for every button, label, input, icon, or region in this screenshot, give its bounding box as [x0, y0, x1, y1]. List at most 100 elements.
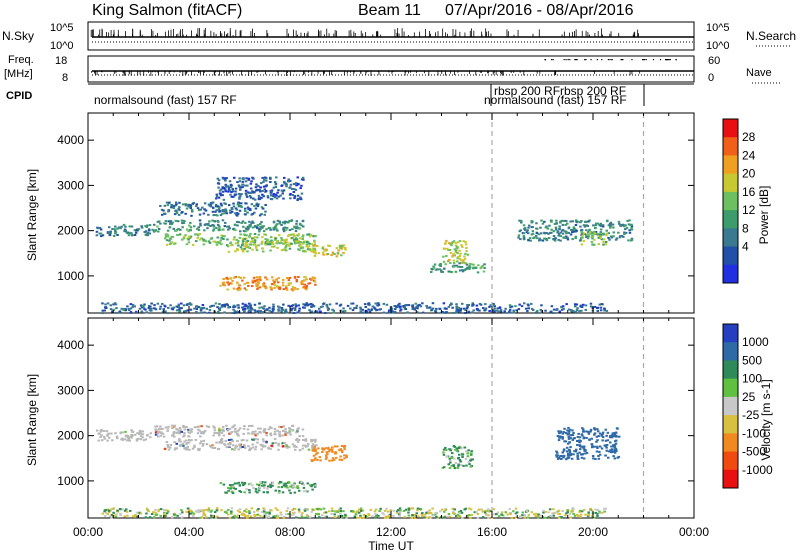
x-tick-label: 16:00	[477, 525, 507, 539]
range-cell	[272, 221, 276, 224]
range-cell	[262, 440, 265, 443]
range-cell	[181, 442, 185, 445]
range-cell	[279, 241, 283, 244]
range-cell	[183, 428, 186, 431]
range-cell	[602, 238, 606, 241]
range-cell	[138, 430, 142, 433]
range-cell	[445, 239, 448, 242]
range-cell	[458, 269, 462, 272]
range-cell	[198, 511, 201, 514]
range-cell	[609, 222, 613, 225]
range-cell	[483, 509, 487, 512]
range-cell	[565, 220, 568, 222]
range-cell	[284, 183, 288, 186]
range-cell	[263, 176, 267, 179]
range-cell	[207, 240, 211, 243]
range-cell	[597, 233, 600, 236]
range-cell	[215, 509, 219, 512]
range-cell	[162, 222, 166, 225]
range-cell	[488, 305, 491, 308]
range-cell	[317, 447, 320, 450]
range-cell	[99, 232, 103, 235]
range-cell	[161, 428, 164, 430]
range-cell	[227, 306, 230, 309]
range-cell	[443, 267, 446, 270]
range-cell	[331, 308, 334, 311]
range-cell	[164, 310, 167, 313]
range-cell	[587, 235, 590, 238]
range-cell	[239, 188, 242, 191]
range-cell	[226, 288, 229, 291]
range-cell	[585, 451, 589, 454]
range-cell	[464, 309, 467, 311]
range-cell	[593, 232, 597, 235]
range-cell	[593, 445, 596, 448]
range-cell	[283, 239, 286, 242]
range-cell	[580, 230, 583, 233]
range-cell	[439, 510, 442, 513]
range-cell	[547, 232, 550, 235]
range-cell	[456, 241, 460, 244]
range-cell	[165, 509, 169, 512]
range-cell	[563, 219, 566, 222]
nave-point	[551, 59, 553, 61]
colorbar-segment	[723, 119, 738, 138]
range-cell	[612, 226, 615, 229]
range-cell	[257, 185, 260, 188]
range-cell	[177, 208, 180, 210]
range-cell	[314, 252, 317, 255]
range-cell	[302, 490, 306, 493]
range-cell	[252, 197, 255, 200]
range-cell	[242, 427, 246, 430]
range-cell	[314, 512, 318, 515]
range-cell	[305, 241, 309, 244]
range-cell	[445, 255, 448, 257]
range-cell	[375, 515, 378, 518]
range-cell	[168, 446, 172, 449]
range-cell	[555, 309, 558, 311]
range-cell	[557, 233, 561, 235]
range-cell	[536, 516, 540, 519]
range-cell	[222, 430, 225, 433]
range-cell	[253, 198, 257, 201]
x-axis-label: Time UT	[368, 539, 414, 553]
range-cell	[561, 510, 564, 512]
range-cell	[199, 224, 202, 227]
range-cell	[379, 507, 382, 510]
range-cell	[277, 444, 280, 447]
range-cell	[280, 189, 284, 192]
range-cell	[258, 309, 261, 312]
range-cell	[231, 190, 235, 193]
range-cell	[180, 238, 184, 241]
range-cell	[249, 187, 253, 190]
range-cell	[258, 230, 261, 233]
range-cell	[239, 246, 243, 249]
range-cell	[118, 508, 122, 510]
range-cell	[510, 305, 514, 308]
range-cell	[168, 239, 171, 242]
range-cell	[282, 430, 285, 432]
range-cell	[483, 263, 486, 266]
range-cell	[110, 432, 113, 435]
range-cell	[307, 303, 310, 306]
range-cell	[292, 233, 295, 236]
range-cell	[594, 508, 597, 511]
range-cell	[535, 232, 539, 235]
range-cell	[468, 266, 472, 269]
range-cell	[596, 447, 599, 449]
range-cell	[618, 236, 622, 239]
colorbar-tick-label: 16	[742, 185, 756, 199]
range-cell	[144, 516, 148, 519]
range-cell	[233, 305, 237, 308]
range-cell	[221, 190, 225, 193]
nave-point	[669, 59, 671, 61]
range-cell	[609, 221, 613, 224]
range-cell	[557, 513, 560, 515]
range-cell	[251, 430, 255, 433]
range-cell	[241, 279, 244, 282]
range-cell	[359, 514, 362, 517]
range-cell	[351, 309, 355, 312]
range-cell	[547, 511, 550, 514]
range-cell	[259, 227, 263, 230]
range-cell	[250, 285, 254, 288]
